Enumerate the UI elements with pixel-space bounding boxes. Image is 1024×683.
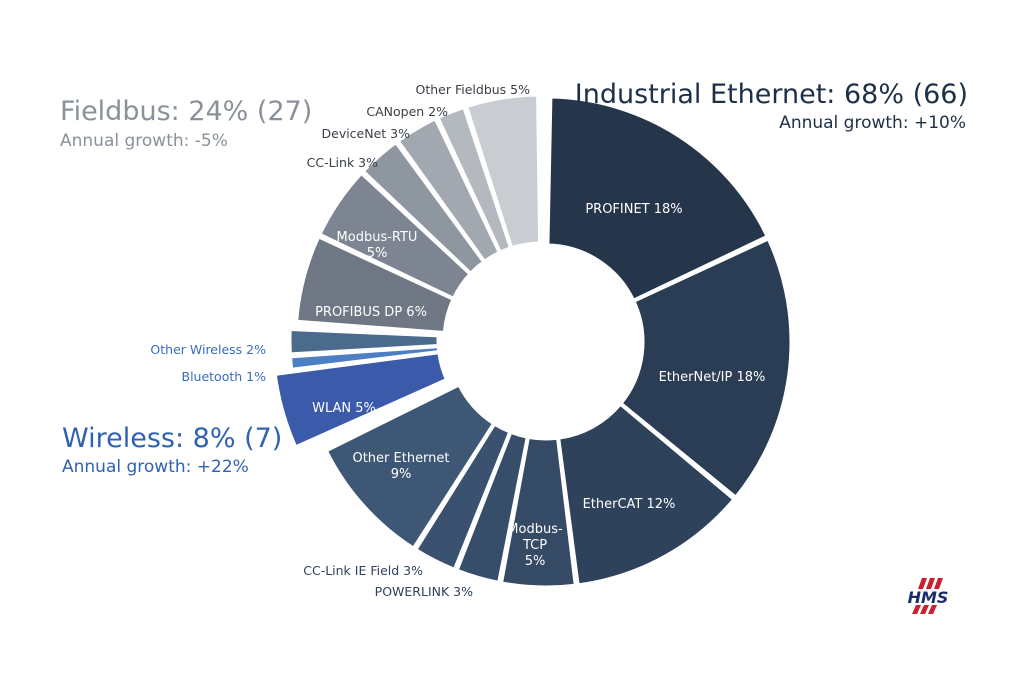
industrial-ethernet-growth: Annual growth: +10% bbox=[779, 113, 966, 133]
label-other-wireless: Other Wireless 2% bbox=[150, 342, 266, 357]
label-other-ethernet: Other Ethernet 9% bbox=[352, 451, 449, 482]
label-cc-link: CC-Link 3% bbox=[307, 155, 378, 170]
label-powerlink: POWERLINK 3% bbox=[375, 584, 473, 599]
wireless-title: Wireless: 8% (7) bbox=[62, 423, 283, 454]
industrial-ethernet-title: Industrial Ethernet: 68% (66) bbox=[574, 79, 968, 110]
label-bluetooth: Bluetooth 1% bbox=[182, 369, 267, 384]
label-other-fieldbus: Other Fieldbus 5% bbox=[416, 82, 531, 97]
label-devicenet: DeviceNet 3% bbox=[322, 126, 411, 141]
hms-logo-text: HMS bbox=[908, 588, 949, 607]
slice-ethercat bbox=[557, 402, 736, 587]
label-modbus-rtu: Modbus-RTU 5% bbox=[337, 230, 418, 261]
label-modbus-tcp: Modbus-TCP 5% bbox=[507, 522, 563, 569]
wireless-growth: Annual growth: +22% bbox=[62, 457, 249, 477]
slice-wlan bbox=[273, 351, 448, 449]
slice-profibus-dp bbox=[295, 235, 455, 335]
label-profinet: PROFINET 18% bbox=[585, 202, 682, 217]
hms-logo-stripes bbox=[912, 578, 943, 614]
slice-modbus-tcp bbox=[500, 435, 577, 589]
slice-other-wireless bbox=[288, 328, 440, 356]
slice-other-fieldbus bbox=[465, 93, 542, 250]
label-ethercat: EtherCAT 12% bbox=[583, 497, 676, 512]
slice-other-ethernet bbox=[324, 383, 496, 550]
slice-modbus-rtu bbox=[318, 171, 472, 300]
slice-ethernet-ip bbox=[619, 237, 793, 499]
fieldbus-title: Fieldbus: 24% (27) bbox=[60, 96, 313, 127]
label-profibus-dp: PROFIBUS DP 6% bbox=[315, 305, 427, 320]
label-ethernet-ip: EtherNet/IP 18% bbox=[659, 370, 766, 385]
label-canopen: CANopen 2% bbox=[366, 104, 448, 119]
label-cc-link-ie-field: CC-Link IE Field 3% bbox=[303, 563, 423, 578]
slice-profinet bbox=[546, 95, 769, 302]
label-wlan: WLAN 5% bbox=[312, 401, 376, 416]
hms-logo: HMS bbox=[908, 578, 949, 614]
fieldbus-growth: Annual growth: -5% bbox=[60, 131, 228, 151]
